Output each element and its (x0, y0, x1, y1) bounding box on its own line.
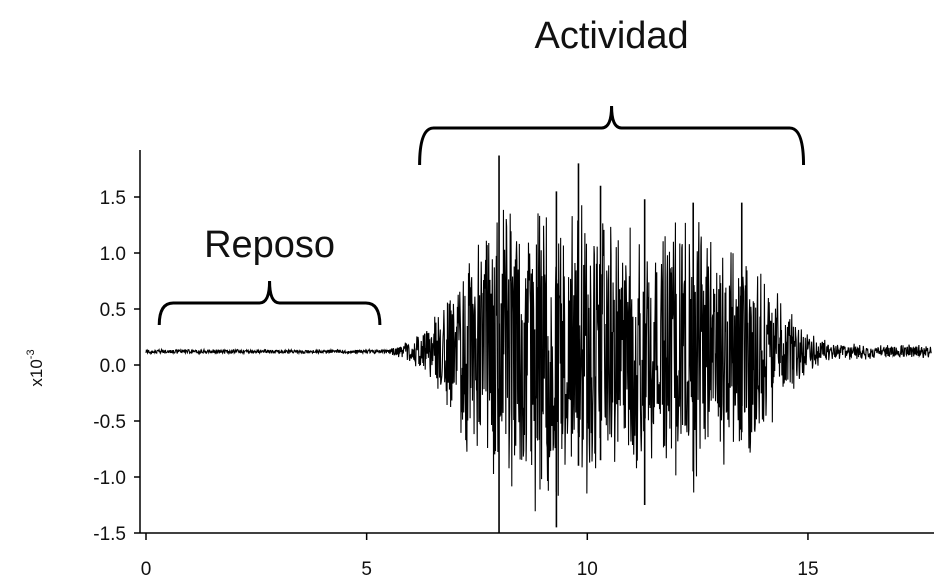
y-tick-label: -1.0 (93, 468, 126, 489)
x-tick-label: 0 (141, 559, 152, 580)
annotation-label: Reposo (204, 224, 335, 266)
y-axis-label-exponent: -3 (25, 349, 37, 359)
y-tick-label: 1.5 (100, 188, 126, 209)
y-tick-label: -1.5 (93, 524, 126, 545)
emg-signal-series (145, 155, 932, 533)
chart-annotations: Reposo Actividad (157, 15, 806, 326)
chart-ticks: -1.5 -1.0 -0.5 0.0 0.5 1.0 1.5 0 5 10 15 (93, 188, 818, 580)
y-axis-label-text: x10-3 (25, 349, 46, 386)
x-tick-label: 10 (577, 559, 598, 580)
chart-axes (139, 150, 934, 534)
annotation-label: Actividad (534, 15, 688, 57)
x-tick-label: 15 (797, 559, 818, 580)
y-tick-label: 0.5 (100, 300, 126, 321)
x-tick-label: 5 (361, 559, 372, 580)
y-tick-label: 0.0 (100, 356, 126, 377)
annotation-brace (418, 105, 806, 166)
emg-trace (145, 205, 932, 512)
y-tick-label: -0.5 (93, 412, 126, 433)
annotation-brace (157, 280, 382, 326)
y-tick-label: 1.0 (100, 244, 126, 265)
y-axis-label: x10-3 (25, 349, 46, 386)
